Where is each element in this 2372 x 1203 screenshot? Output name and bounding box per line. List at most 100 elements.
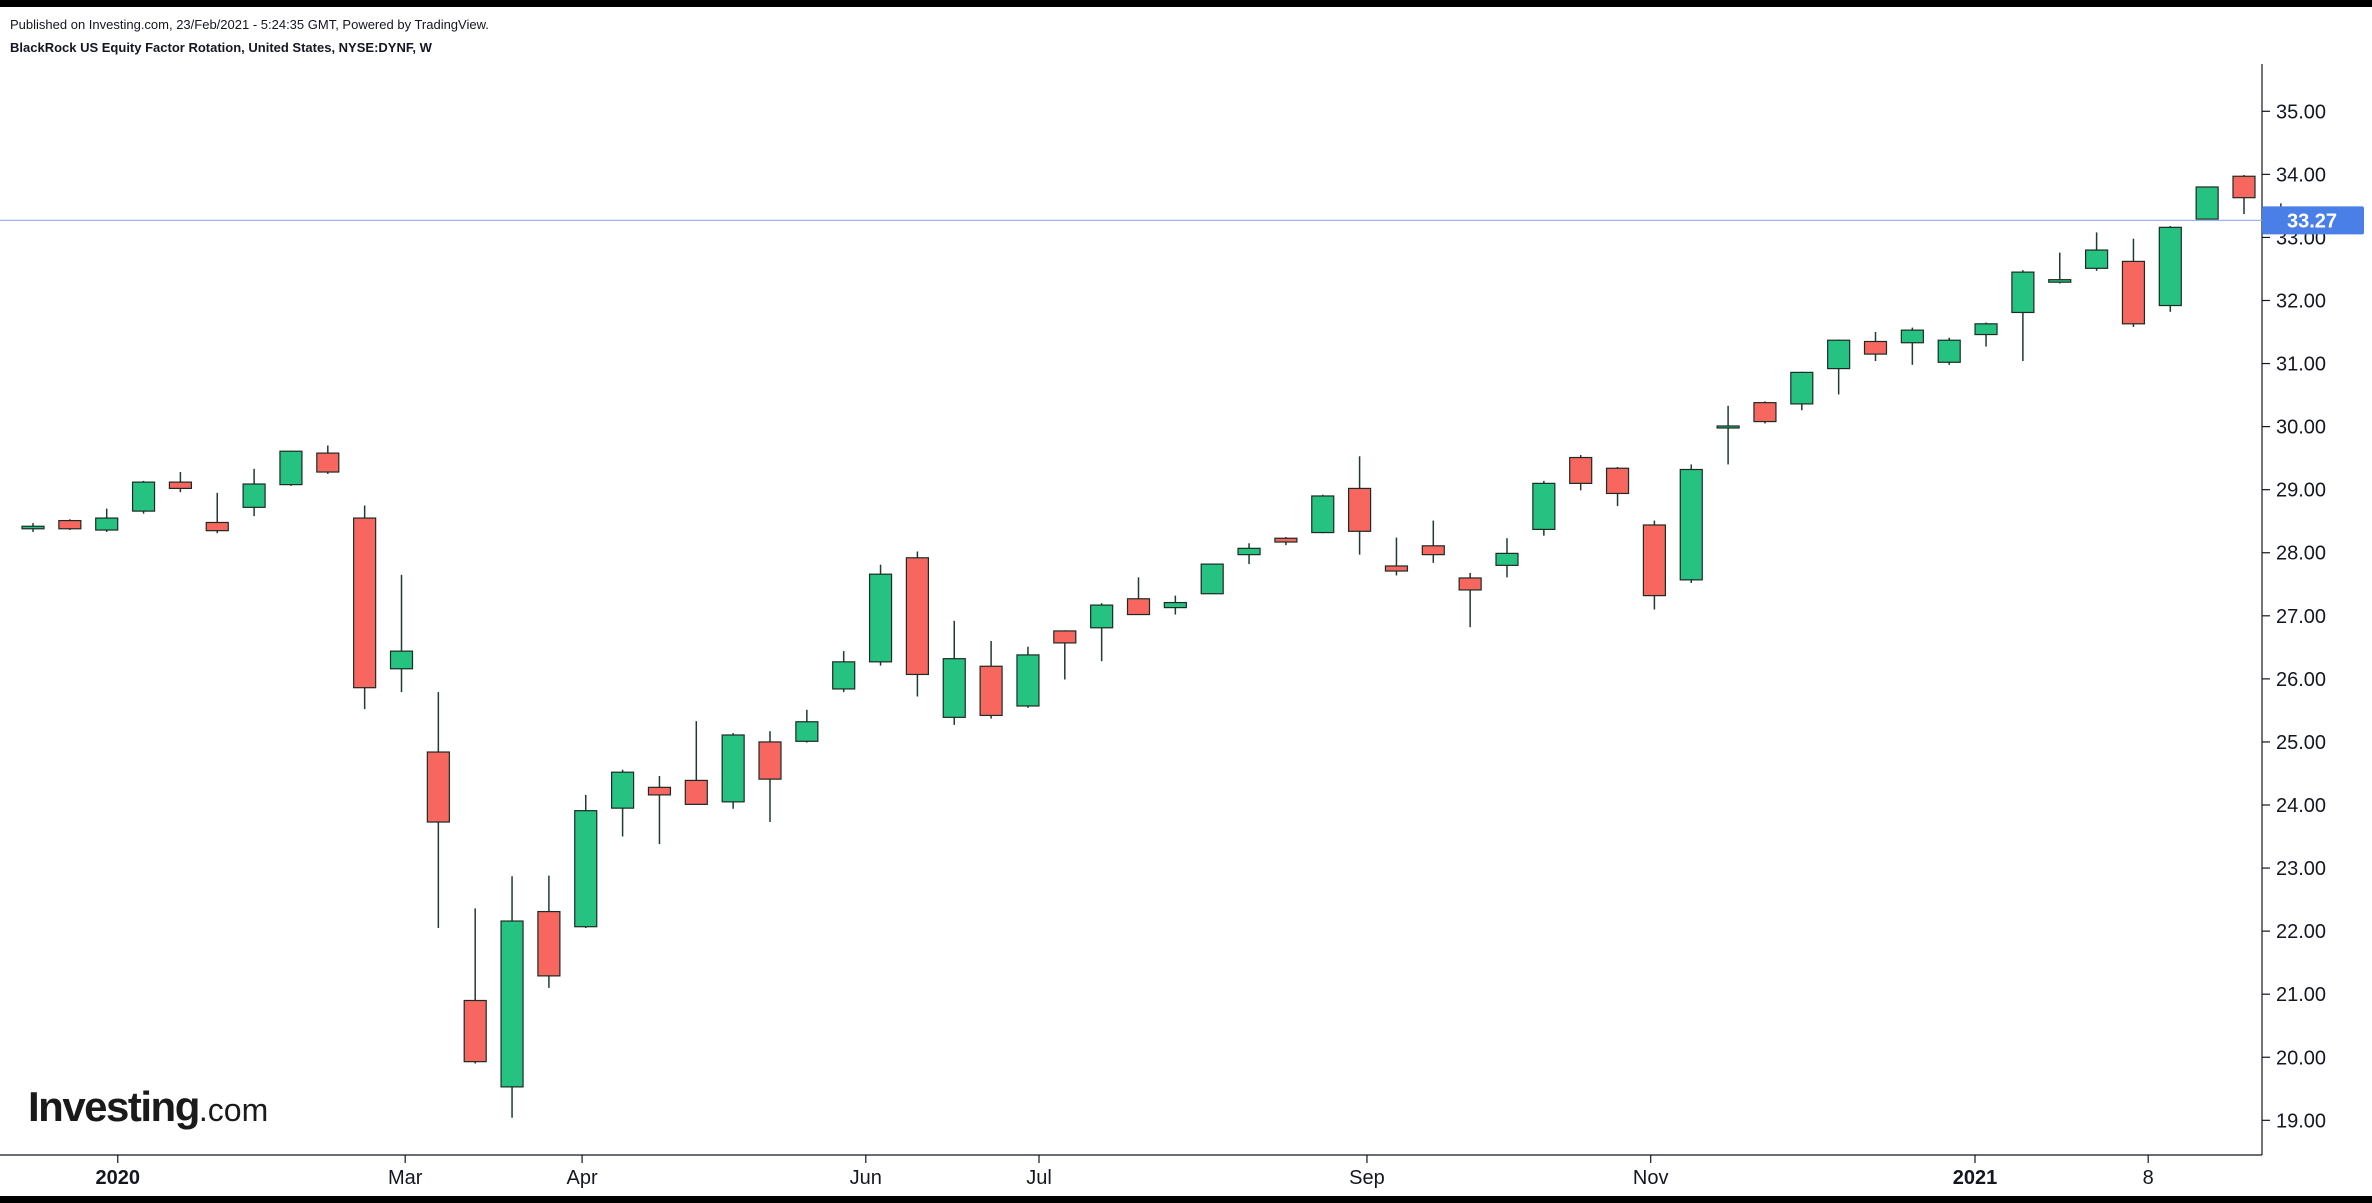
candle-body-up xyxy=(1679,468,1703,581)
candle-49 xyxy=(1790,371,1814,411)
candle-53 xyxy=(1937,337,1961,365)
candle-41 xyxy=(1495,538,1519,578)
candle-20 xyxy=(721,733,745,809)
candle-58 xyxy=(2121,238,2146,327)
candle-12 xyxy=(426,692,450,928)
candle-5 xyxy=(168,472,192,493)
candle-36 xyxy=(1311,494,1335,534)
candles-group xyxy=(21,174,2293,1118)
x-tick-label: Jun xyxy=(850,1167,882,1189)
candle-18 xyxy=(647,775,672,845)
y-tick-label: 30.00 xyxy=(2276,417,2326,439)
candle-1 xyxy=(21,523,45,532)
candle-3 xyxy=(95,508,119,532)
y-axis-ticks: 19.00 20.00 21.00 22.00 23.00 24.00 25.00 26.00… xyxy=(2262,101,2326,1132)
candle-body-up xyxy=(610,771,635,809)
candle-body-down xyxy=(758,741,782,780)
candle-body-down xyxy=(168,481,192,490)
candle-50 xyxy=(1827,339,1851,395)
published-note: Published on Investing.com, 23/Feb/2021 … xyxy=(10,17,489,32)
candle-7 xyxy=(242,468,266,517)
logo-suffix: .com xyxy=(198,1092,269,1128)
candle-body-up xyxy=(1163,601,1187,609)
candle-28 xyxy=(1016,646,1040,708)
candle-body-down xyxy=(979,665,1003,717)
candle-body-down xyxy=(537,910,561,977)
candle-body-up xyxy=(1974,323,1998,336)
last-price-badge: 33.27 xyxy=(2262,206,2364,235)
candle-body-up xyxy=(1495,552,1519,566)
candle-body-down xyxy=(1753,402,1777,423)
candle-39 xyxy=(1421,520,1445,563)
candle-body-up xyxy=(868,573,893,663)
candle-43 xyxy=(1569,454,1593,491)
candle-body-up xyxy=(2048,279,2072,283)
candle-body-down xyxy=(1642,524,1667,597)
candle-59 xyxy=(2158,226,2182,312)
x-tick-label: 2020 xyxy=(96,1167,141,1189)
logo-wordmark: Investing xyxy=(28,1083,200,1130)
x-tick-label: Mar xyxy=(388,1167,423,1189)
candle-body-up xyxy=(1016,654,1040,707)
y-tick-label: 19.00 xyxy=(2276,1110,2326,1132)
candle-60 xyxy=(2195,186,2219,220)
y-tick-label: 23.00 xyxy=(2276,858,2326,880)
candle-38 xyxy=(1384,537,1409,576)
y-tick-label: 24.00 xyxy=(2276,795,2326,817)
candle-22 xyxy=(795,709,819,743)
candle-24 xyxy=(868,564,893,666)
x-tick-label: 8 xyxy=(2143,1167,2154,1189)
candle-14 xyxy=(500,876,524,1118)
candle-body-up xyxy=(1827,339,1851,370)
candle-31 xyxy=(1126,577,1151,616)
candle-55 xyxy=(2011,270,2035,362)
candle-body-up xyxy=(279,450,303,486)
candle-body-up xyxy=(500,920,524,1088)
x-tick-label: Apr xyxy=(567,1167,598,1189)
candle-9 xyxy=(316,445,340,474)
candle-21 xyxy=(758,731,782,823)
candle-body-up xyxy=(942,658,966,718)
candle-body-up xyxy=(795,721,819,742)
candle-52 xyxy=(1900,327,1924,365)
candle-30 xyxy=(1090,603,1114,662)
candle-body-down xyxy=(1053,630,1077,644)
candle-8 xyxy=(279,450,303,486)
candle-body-up xyxy=(1937,339,1961,363)
candle-body-up xyxy=(2085,249,2109,269)
candle-56 xyxy=(2048,252,2072,284)
candle-body-up xyxy=(574,810,598,928)
candle-47 xyxy=(1716,405,1740,465)
candle-body-down xyxy=(1126,598,1151,616)
candle-37 xyxy=(1347,456,1372,555)
candle-body-up xyxy=(2158,226,2182,307)
y-tick-label: 25.00 xyxy=(2276,732,2326,754)
candle-35 xyxy=(1274,536,1298,546)
candle-body-down xyxy=(684,779,708,805)
candle-61 xyxy=(2232,174,2256,215)
candle-body-up xyxy=(389,650,414,670)
candle-25 xyxy=(905,551,930,697)
candle-body-up xyxy=(721,734,745,803)
chart-title: BlackRock US Equity Factor Rotation, Uni… xyxy=(10,40,432,55)
x-tick-label: 2021 xyxy=(1953,1167,1998,1189)
y-tick-label: 31.00 xyxy=(2276,354,2326,376)
candle-body-down xyxy=(426,751,450,823)
candle-body-up xyxy=(1900,329,1924,344)
candle-15 xyxy=(537,875,561,988)
candle-11 xyxy=(389,574,414,693)
candle-44 xyxy=(1605,466,1630,507)
y-tick-label: 27.00 xyxy=(2276,606,2326,628)
y-tick-label: 20.00 xyxy=(2276,1047,2326,1069)
candle-body-up xyxy=(1790,371,1814,405)
candle-body-down xyxy=(1863,340,1888,355)
candle-body-down xyxy=(353,517,377,689)
candle-13 xyxy=(463,908,487,1064)
candle-body-up xyxy=(242,483,266,508)
candle-body-up xyxy=(2195,186,2219,220)
candle-body-down xyxy=(647,786,672,796)
candle-10 xyxy=(353,505,377,710)
candle-body-down xyxy=(1384,565,1409,572)
candle-34 xyxy=(1237,543,1261,565)
